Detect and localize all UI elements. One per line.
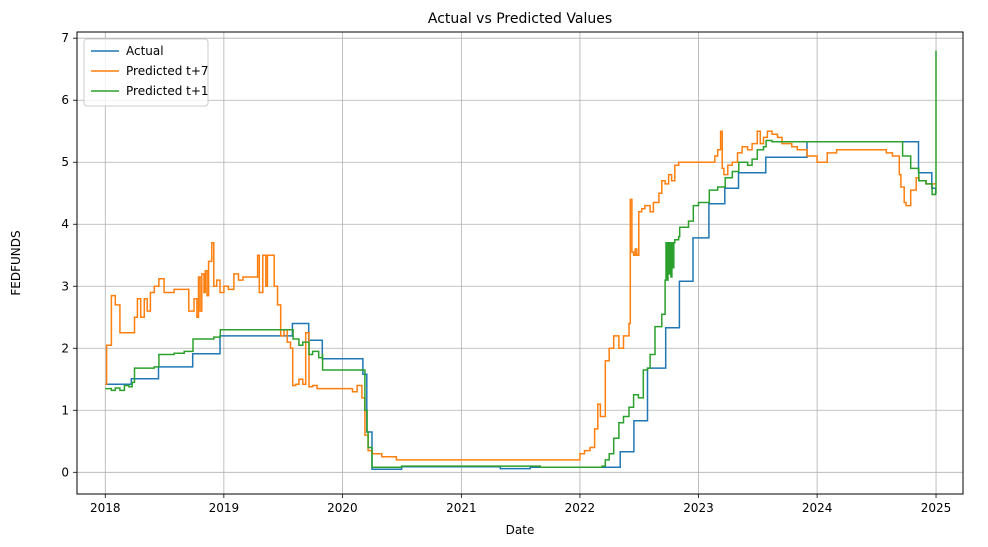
legend-box: [83, 38, 209, 107]
plot-frame: [76, 31, 964, 495]
legend: Actual Predicted t+7 Predicted t+1: [83, 38, 209, 107]
x-axis-title: Date: [506, 523, 535, 537]
legend-label-0: Actual: [126, 44, 164, 58]
legend-label-2: Predicted t+1: [126, 84, 209, 98]
y-tick-label: 5: [61, 155, 69, 169]
series-group: [105, 50, 937, 470]
y-axis: 0 1 2 3 4 5 6 7: [61, 31, 77, 479]
x-tick-label: 2021: [446, 501, 477, 515]
series-line-1: [105, 130, 936, 461]
y-tick-label: 4: [61, 217, 69, 231]
y-axis-title: FEDFUNDS: [9, 230, 23, 295]
x-tick-label: 2018: [90, 501, 121, 515]
x-axis: 2018 2019 2020 2021 2022 2023 2024 2025: [90, 494, 951, 515]
plot-area: [76, 31, 964, 495]
x-tick-label: 2019: [209, 501, 240, 515]
x-tick-label: 2020: [327, 501, 358, 515]
y-tick-label: 1: [61, 403, 69, 417]
y-tick-label: 7: [61, 31, 69, 45]
x-tick-label: 2022: [565, 501, 596, 515]
y-tick-label: 0: [61, 465, 69, 479]
y-tick-label: 2: [61, 341, 69, 355]
x-tick-label: 2025: [921, 501, 952, 515]
legend-label-1: Predicted t+7: [126, 64, 209, 78]
chart-title: Actual vs Predicted Values: [428, 11, 612, 27]
y-tick-label: 6: [61, 93, 69, 107]
x-tick-label: 2024: [802, 501, 833, 515]
x-tick-label: 2023: [683, 501, 714, 515]
y-tick-label: 3: [61, 279, 69, 293]
series-line-2: [105, 50, 937, 469]
